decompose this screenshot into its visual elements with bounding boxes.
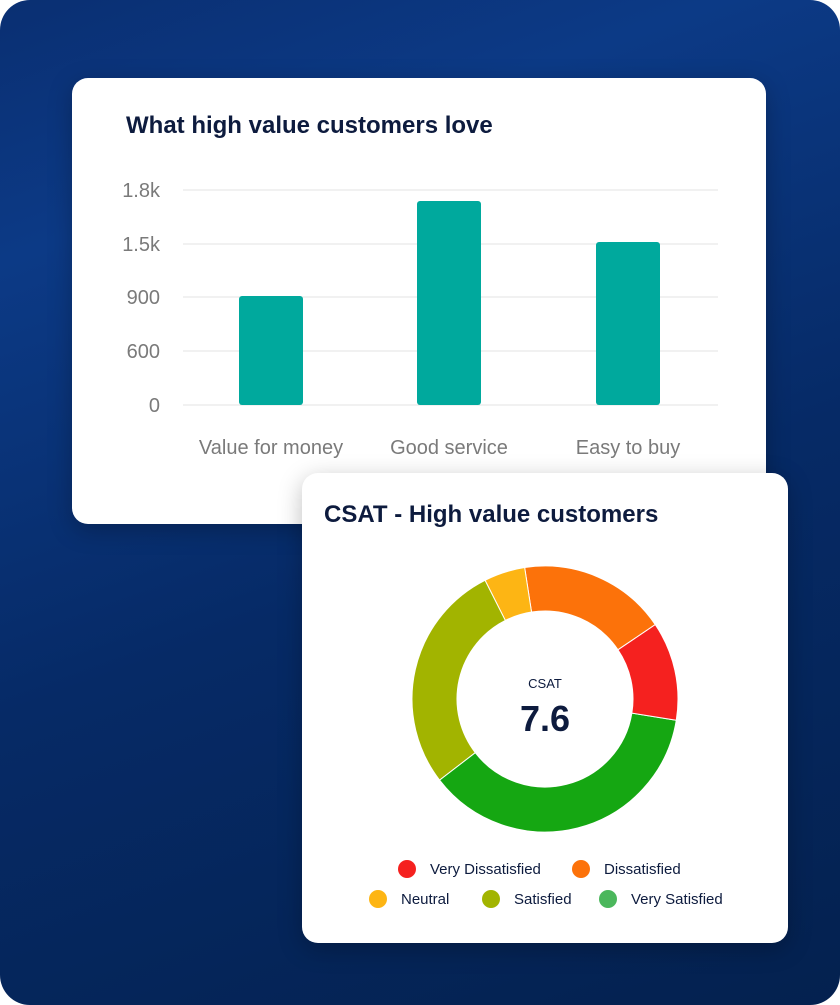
bar-value-for-money [239,296,303,405]
legend-item-neutral: Neutral [369,890,449,908]
donut-chart-title: CSAT - High value customers [324,501,659,528]
x-tick-label-good-service: Good service [390,437,508,459]
donut-center-label: CSAT [528,676,562,691]
donut-slice-neutral [484,566,533,622]
legend-label-dissatisfied: Dissatisfied [604,860,681,878]
legend-label-very-satisfied: Very Satisfied [631,890,723,908]
legend-label-satisfied: Satisfied [514,890,572,908]
legend-item-very-dissatisfied: Very Dissatisfied [398,860,541,878]
donut-center-value: 7.6 [520,698,570,739]
legend-label-neutral: Neutral [401,890,450,908]
y-tick-label: 900 [127,287,160,309]
legend-item-dissatisfied: Dissatisfied [572,860,681,878]
legend-dot-very-satisfied [599,890,617,908]
y-tick-label: 1.5k [122,234,161,256]
x-tick-label-easy-to-buy: Easy to buy [576,437,681,459]
bar-chart: 0 600 900 1.5k 1.8k Value for money Good servi… [122,180,718,459]
legend-item-very-satisfied: Very Satisfied [599,890,723,908]
legend-dot-satisfied [482,890,500,908]
bar-good-service [417,201,481,405]
bar-easy-to-buy [596,242,660,405]
bar-chart-title: What high value customers love [126,112,493,139]
bar-chart-card: What high value customers love 0 600 900 1.… [72,78,766,524]
donut-slice-satisfied [411,579,506,781]
legend-item-satisfied: Satisfied [482,890,572,908]
donut-slice-very-dissatisfied [617,623,679,721]
legend-dot-neutral [369,890,387,908]
y-tick-label: 600 [127,341,160,363]
y-tick-label: 1.8k [122,180,161,202]
donut-chart-card: CSAT - High value customers CSAT 7.6 Ver… [302,473,788,943]
legend-dot-very-dissatisfied [398,860,416,878]
donut-chart: CSAT 7.6 [411,565,679,833]
y-tick-label: 0 [149,395,160,417]
x-tick-label-value-for-money: Value for money [199,437,343,459]
legend-dot-dissatisfied [572,860,590,878]
donut-slice-dissatisfied [524,565,656,651]
legend-label-very-dissatisfied: Very Dissatisfied [430,860,541,878]
donut-slice-very-satisfied [438,712,677,833]
